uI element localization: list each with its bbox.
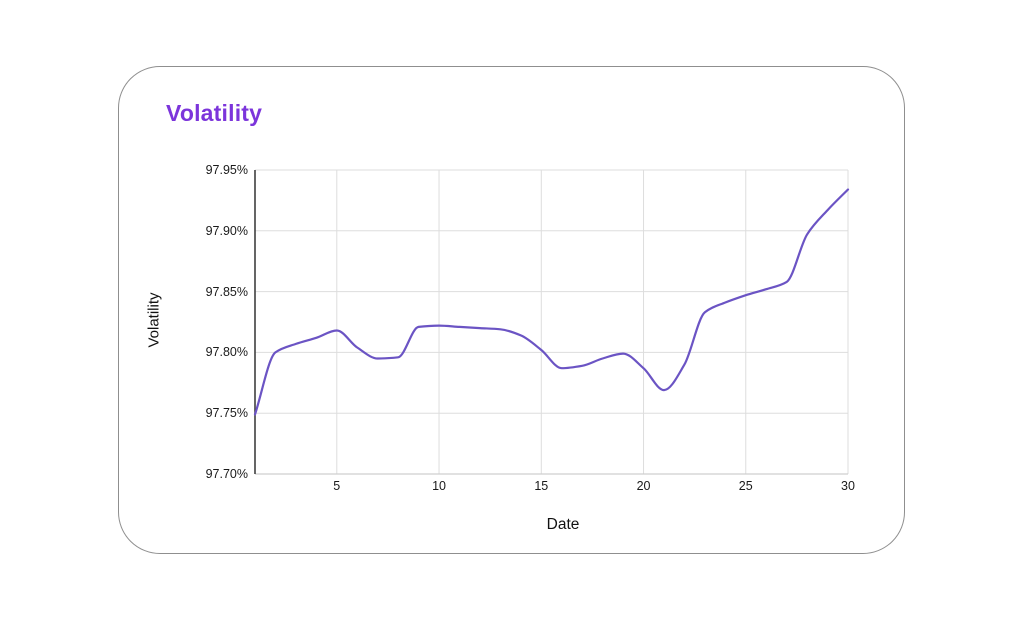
x-tick-label: 25 [738, 479, 753, 493]
y-tick-label: 97.95% [205, 163, 248, 177]
x-tick-label: 5 [333, 479, 341, 493]
x-axis-title: Date [546, 516, 580, 533]
x-tick-label: 15 [534, 479, 549, 493]
volatility-line-chart [253, 169, 850, 475]
y-tick-label: 97.85% [205, 284, 248, 299]
y-axis-title: Volatility [145, 292, 163, 348]
x-tick-label: 30 [841, 479, 855, 493]
volatility-series-line [253, 188, 850, 416]
y-tick-label: 97.90% [205, 223, 248, 238]
y-tick-label: 97.70% [205, 467, 248, 481]
card-title: Volatility [166, 100, 263, 126]
chart-plot-area: Date Volatility 97.95% 97.90% 97.85% 97.80%… [119, 67, 906, 555]
y-tick-label: 97.80% [205, 345, 248, 360]
x-tick-label: 20 [636, 479, 651, 493]
x-tick-label: 10 [432, 479, 446, 493]
chart-card: Volatility Date Volatility 97.95% 97.90% 9… [118, 66, 905, 554]
y-tick-label: 97.75% [205, 406, 248, 421]
